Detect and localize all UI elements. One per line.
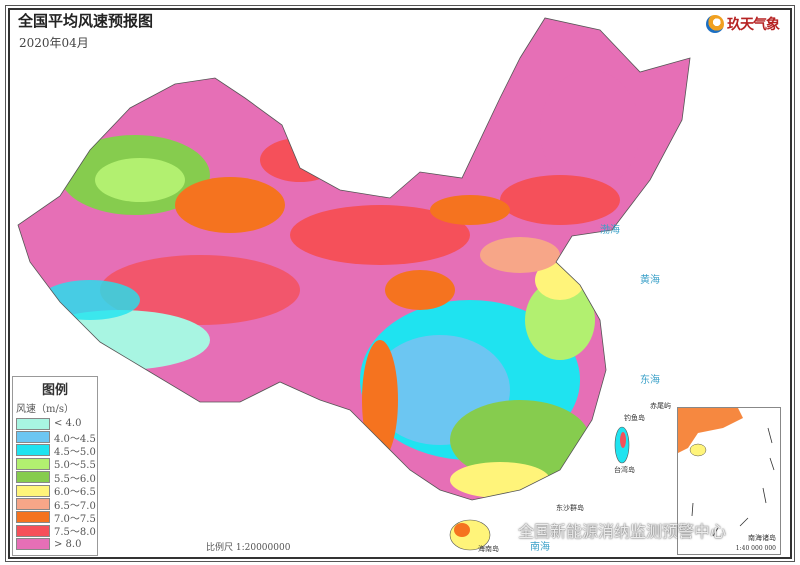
legend-label: > 8.0 — [54, 538, 82, 550]
label-chiwei: 赤尾屿 — [650, 402, 671, 410]
legend-item: 4.0～4.5 — [16, 430, 97, 445]
map-date: 2020年04月 — [19, 36, 89, 50]
label-hainan: 海南岛 — [478, 545, 499, 553]
hainan-highwind — [454, 523, 470, 537]
legend-title: 图例 — [41, 383, 68, 398]
legend-label: 5.5～6.0 — [54, 473, 96, 485]
legend-label: < 4.0 — [54, 418, 82, 430]
legend-label: 4.5～5.0 — [54, 446, 96, 458]
legend-swatch — [16, 511, 50, 524]
legend-item: 4.5～5.0 — [16, 444, 97, 458]
legend-swatch — [16, 524, 50, 537]
legend-swatch — [16, 431, 50, 444]
brand-logo: 玖天气象 — [706, 14, 780, 34]
legend-label: 7.5～8.0 — [54, 527, 96, 539]
label-huanghai: 黄海 — [640, 275, 660, 286]
legend-label: 4.0～4.5 — [54, 433, 96, 445]
legend-item: 5.0～5.5 — [16, 457, 97, 472]
label-dongsha: 东沙群岛 — [556, 504, 584, 512]
label-nanhai: 南海 — [530, 542, 550, 553]
inset-scale: 1:40 000 000 — [735, 545, 776, 552]
legend-swatch — [16, 444, 50, 457]
south-china-sea-inset: 南海诸岛 1:40 000 000 — [677, 407, 781, 555]
watermark: 全国新能源消纳监测预警中心 — [518, 522, 727, 541]
map-scale: 比例尺 1:20000000 — [206, 543, 291, 553]
legend-swatch — [16, 417, 50, 430]
legend-label: 7.0～7.5 — [54, 513, 96, 525]
legend-label: 6.5～7.0 — [54, 500, 96, 512]
label-taiwan: 台湾岛 — [614, 466, 635, 474]
logo-text: 玖天气象 — [727, 17, 780, 33]
legend-label: 6.0～6.5 — [54, 487, 96, 499]
taiwan-highwind — [620, 432, 626, 448]
legend-swatch — [16, 471, 50, 484]
map-border — [8, 8, 792, 559]
legend: 图例 风速（m/s） < 4.0 4.0～4.5 4.5～5.0 5.0～5.5 5.5… — [12, 376, 98, 556]
legend-item: 7.5～8.0 — [16, 524, 97, 539]
legend-swatch — [16, 538, 50, 551]
legend-unit: 风速（m/s） — [16, 404, 74, 415]
legend-swatch — [16, 457, 50, 470]
legend-swatch — [16, 484, 50, 497]
map-title: 全国平均风速预报图 — [18, 12, 154, 30]
legend-swatch — [16, 498, 50, 511]
label-bohai: 渤海 — [600, 225, 620, 236]
label-diaoyu: 钓鱼岛 — [624, 414, 645, 422]
legend-item: 6.5～7.0 — [16, 497, 97, 512]
legend-label: 5.0～5.5 — [54, 460, 96, 472]
legend-item: < 4.0 — [16, 417, 97, 430]
inset-map — [678, 408, 775, 537]
legend-item: 7.0～7.5 — [16, 511, 97, 525]
inset-title: 南海诸岛 — [748, 534, 776, 542]
legend-item: 5.5～6.0 — [16, 471, 97, 485]
label-donghai: 东海 — [640, 375, 660, 386]
legend-item: 6.0～6.5 — [16, 484, 97, 499]
legend-item: > 8.0 — [16, 538, 97, 551]
logo-icon — [706, 15, 724, 33]
